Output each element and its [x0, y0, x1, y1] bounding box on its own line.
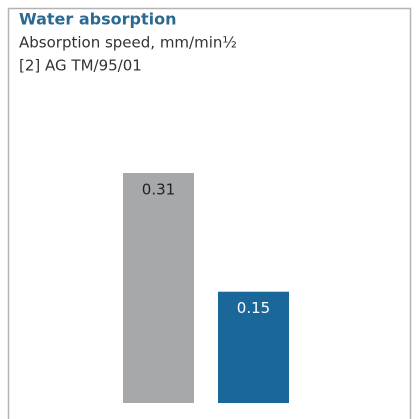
chart-title: Water absorption — [19, 10, 176, 29]
data-label: 0.31 — [142, 181, 175, 199]
chart-subtitle: Absorption speed, mm/min½ — [19, 34, 237, 52]
chart-source: [2] AG TM/95/01 — [19, 57, 142, 75]
data-label: 0.15 — [237, 299, 270, 317]
bar — [123, 173, 194, 403]
bar — [218, 291, 289, 403]
frame — [7, 7, 412, 419]
